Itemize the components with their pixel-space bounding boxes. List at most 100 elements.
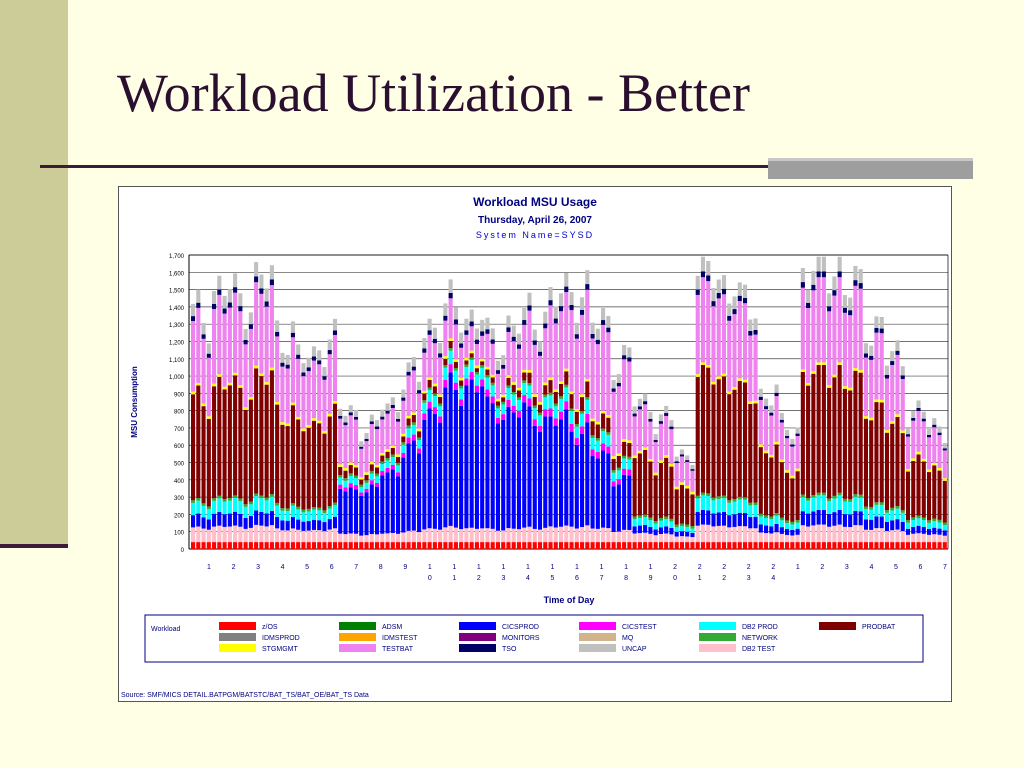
bar-segment-cicsprod bbox=[506, 406, 511, 529]
bar-segment-cicstest bbox=[369, 480, 374, 485]
bar-segment-db2-test bbox=[248, 527, 253, 543]
bar-segment-db2-prod bbox=[926, 522, 932, 529]
bar-segment-testbat bbox=[385, 413, 390, 450]
bar-segment-uncap bbox=[411, 357, 416, 367]
bar-segment-network bbox=[769, 516, 774, 520]
bar-segment-tso bbox=[695, 289, 700, 295]
bar-segment-network bbox=[364, 480, 369, 483]
bar-segment-uncap bbox=[627, 347, 632, 358]
x-tick-label: 4 bbox=[869, 564, 873, 571]
bar-segment-network bbox=[790, 521, 795, 525]
bar-segment-prodbat bbox=[685, 488, 690, 525]
bar-segment-tso bbox=[716, 292, 721, 299]
bar-segment-cicstest bbox=[522, 395, 527, 403]
bar-segment-cicsprod bbox=[848, 514, 853, 527]
bar-segment-network bbox=[574, 424, 579, 427]
bar-segment-db2-test bbox=[869, 529, 874, 543]
bar-segment-stgmgmt bbox=[905, 468, 911, 472]
bar-segment-network bbox=[227, 497, 232, 501]
bar-segment-prodbat bbox=[921, 461, 926, 518]
bar-segment-db2-prod bbox=[506, 388, 511, 400]
bar-segment-stgmgmt bbox=[191, 391, 196, 395]
bar-segment-network bbox=[858, 494, 863, 498]
bar-segment-prodbat bbox=[422, 393, 427, 401]
bar-segment-uncap bbox=[606, 315, 611, 328]
bar-segment-cicsprod bbox=[911, 526, 916, 534]
bar-segment-testbat bbox=[721, 294, 727, 374]
bar-segment-testbat bbox=[821, 277, 826, 363]
bar-segment-db2-test bbox=[574, 528, 579, 543]
bar-segment-tso bbox=[485, 329, 490, 334]
bar-segment-network bbox=[296, 506, 301, 510]
bar-segment-z-os bbox=[795, 542, 800, 549]
bar-segment-cicsprod bbox=[296, 519, 301, 530]
bar-segment-tso bbox=[369, 421, 374, 425]
bar-segment-db2-test bbox=[721, 525, 727, 543]
bar-segment-uncap bbox=[332, 318, 338, 331]
bar-segment-stgmgmt bbox=[695, 374, 700, 377]
bar-segment-cicstest bbox=[364, 488, 369, 493]
bar-segment-uncap bbox=[590, 322, 595, 334]
bar-segment-db2-test bbox=[191, 527, 196, 543]
bar-segment-db2-test bbox=[874, 528, 879, 543]
bar-segment-testbat bbox=[601, 324, 606, 411]
bar-segment-uncap bbox=[511, 325, 516, 337]
bar-segment-db2-prod bbox=[764, 518, 769, 526]
bar-segment-cicstest bbox=[348, 483, 353, 488]
bar-segment-network bbox=[842, 498, 847, 502]
bar-segment-testbat bbox=[459, 347, 464, 378]
bar-segment-db2-prod bbox=[879, 504, 884, 517]
bar-segment-tso bbox=[921, 418, 926, 422]
bar-segment-z-os bbox=[485, 542, 490, 549]
bar-segment-tso bbox=[490, 339, 495, 344]
bar-segment-tso bbox=[311, 356, 317, 361]
bar-segment-prodbat bbox=[643, 449, 648, 515]
bar-segment-z-os bbox=[206, 542, 211, 549]
bar-segment-db2-test bbox=[317, 530, 322, 543]
bar-segment-prodbat bbox=[506, 377, 511, 386]
bar-segment-z-os bbox=[800, 542, 805, 549]
bar-segment-uncap bbox=[264, 288, 269, 302]
bar-segment-prodbat bbox=[821, 364, 826, 493]
bar-segment-cicsprod bbox=[343, 491, 348, 535]
bar-segment-cicstest bbox=[353, 485, 359, 490]
bar-segment-prodbat bbox=[196, 385, 201, 499]
bar-segment-db2-prod bbox=[900, 512, 905, 522]
bar-segment-stgmgmt bbox=[622, 439, 627, 442]
bar-segment-prodbat bbox=[884, 432, 890, 511]
bar-segment-prodbat bbox=[501, 397, 506, 402]
bar-segment-testbat bbox=[748, 335, 753, 402]
bar-segment-db2-test bbox=[685, 536, 690, 543]
bar-segment-tso bbox=[227, 302, 232, 308]
bar-segment-network bbox=[280, 508, 285, 511]
bar-segment-db2-test bbox=[380, 533, 385, 543]
bar-segment-tso bbox=[916, 407, 921, 411]
bar-segment-db2-test bbox=[795, 534, 800, 543]
bar-segment-tso bbox=[448, 292, 453, 299]
bar-segment-z-os bbox=[217, 542, 222, 549]
bar-segment-tso bbox=[685, 460, 690, 462]
bar-segment-db2-prod bbox=[411, 424, 416, 435]
bar-segment-tso bbox=[837, 271, 842, 278]
bar-segment-z-os bbox=[937, 542, 942, 549]
bar-segment-tso bbox=[480, 331, 485, 336]
bar-segment-z-os bbox=[832, 542, 837, 549]
bar-segment-uncap bbox=[275, 320, 280, 332]
legend-label: CICSPROD bbox=[502, 624, 539, 631]
bar-segment-tso bbox=[522, 320, 527, 325]
bar-segment-cicsprod bbox=[485, 396, 490, 529]
bar-segment-tso bbox=[427, 330, 432, 335]
bar-segment-cicstest bbox=[385, 467, 390, 473]
bar-segment-network bbox=[254, 493, 259, 497]
bar-segment-cicsprod bbox=[869, 519, 874, 530]
bar-segment-network bbox=[616, 467, 621, 471]
bar-segment-prodbat bbox=[595, 424, 600, 439]
bar-segment-db2-prod bbox=[706, 495, 711, 511]
bar-segment-uncap bbox=[353, 409, 359, 417]
bar-segment-z-os bbox=[359, 542, 364, 549]
bar-segment-stgmgmt bbox=[290, 402, 295, 406]
bar-segment-prodbat bbox=[716, 379, 721, 497]
bar-segment-network bbox=[290, 503, 295, 506]
bar-segment-cicsprod bbox=[311, 519, 317, 530]
bar-segment-prodbat bbox=[816, 364, 821, 493]
